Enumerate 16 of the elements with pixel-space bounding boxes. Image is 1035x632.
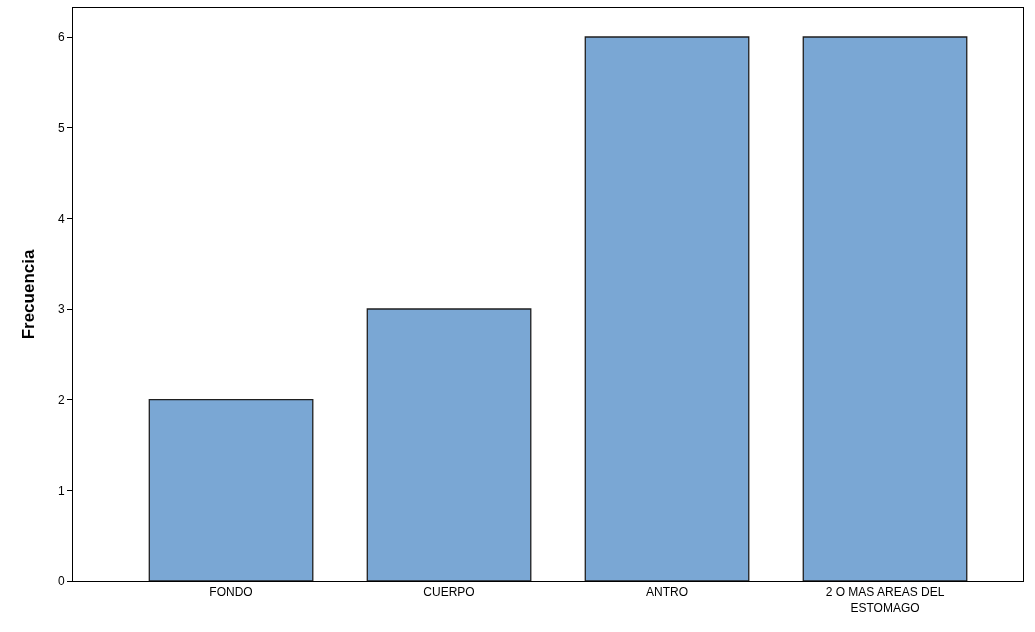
y-tick-label: 6: [57, 30, 65, 45]
y-axis-title: Frecuencia: [19, 249, 39, 340]
bar: [802, 36, 968, 581]
x-tick-label: CUERPO: [423, 585, 475, 600]
bar: [148, 399, 314, 581]
y-tick-label: 4: [57, 211, 65, 226]
y-tick-label: 2: [57, 392, 65, 407]
y-tick-label: 5: [57, 120, 65, 135]
y-tick-label: 0: [57, 574, 65, 589]
x-tick-label: 2 O MAS AREAS DEL ESTOMAGO: [825, 585, 945, 615]
bar: [366, 308, 532, 581]
x-tick-label: ANTRO: [646, 585, 689, 600]
x-tick-label: FONDO: [209, 585, 253, 600]
bar: [584, 36, 750, 581]
y-tick-label: 3: [57, 302, 65, 317]
y-tick-label: 1: [57, 483, 65, 498]
